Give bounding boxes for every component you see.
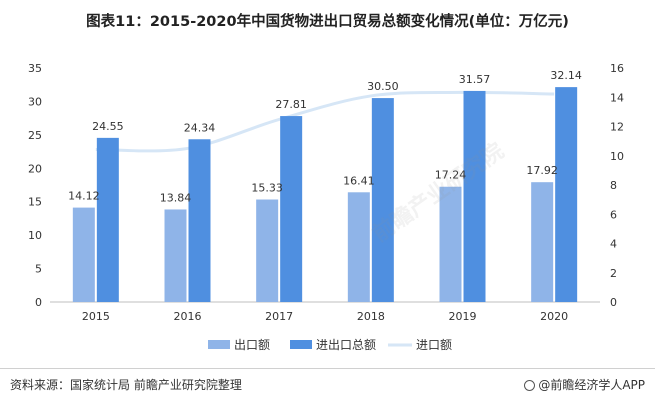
bar-total: [280, 116, 303, 302]
y-right-tick-label: 10: [610, 150, 624, 163]
legend-label-total: 进出口总额: [316, 338, 376, 352]
legend-swatch-total: [290, 340, 312, 349]
data-label-export: 17.92: [526, 164, 558, 177]
data-label-export: 14.12: [68, 190, 100, 203]
legend-label-export: 出口额: [234, 338, 270, 352]
x-tick-label: 2019: [449, 310, 477, 323]
bar-export: [164, 209, 187, 302]
bar-export: [256, 199, 279, 302]
y-left-tick-label: 25: [28, 129, 42, 142]
y-right-tick-label: 8: [610, 179, 617, 192]
x-tick-label: 2017: [265, 310, 293, 323]
data-label-total: 24.34: [184, 121, 216, 134]
data-label-export: 16.41: [343, 174, 375, 187]
x-tick-label: 2016: [174, 310, 202, 323]
y-right-tick-label: 12: [610, 121, 624, 134]
bar-total: [371, 98, 394, 302]
data-label-export: 17.24: [435, 169, 467, 182]
brand-credit: @前瞻经济学人APP: [524, 376, 645, 393]
brand-logo-icon: [524, 380, 536, 391]
data-label-total: 24.55: [92, 120, 124, 133]
bar-export: [439, 186, 462, 302]
y-right-tick-label: 14: [610, 91, 624, 104]
y-left-tick-label: 20: [28, 162, 42, 175]
data-label-total: 31.57: [459, 73, 491, 86]
bar-export: [72, 207, 95, 302]
bar-export: [531, 182, 554, 302]
brand-label: @前瞻经济学人APP: [538, 378, 645, 392]
bar-total: [555, 87, 578, 302]
y-right-tick-label: 16: [610, 62, 624, 75]
data-label-total: 27.81: [275, 98, 307, 111]
x-tick-label: 2020: [540, 310, 568, 323]
x-tick-label: 2015: [82, 310, 110, 323]
data-label-total: 30.50: [367, 80, 399, 93]
y-right-tick-label: 6: [610, 208, 617, 221]
y-right-tick-label: 4: [610, 238, 617, 251]
x-tick-label: 2018: [357, 310, 385, 323]
y-left-tick-label: 15: [28, 196, 42, 209]
data-label-total: 32.14: [550, 69, 582, 82]
y-left-tick-label: 5: [35, 263, 42, 276]
bar-export: [347, 192, 370, 302]
y-left-tick-label: 10: [28, 229, 42, 242]
y-left-tick-label: 0: [35, 296, 42, 309]
bar-total: [96, 137, 119, 302]
y-right-tick-label: 0: [610, 296, 617, 309]
y-right-tick-label: 2: [610, 267, 617, 280]
footer-divider: [0, 368, 655, 369]
data-label-export: 13.84: [160, 191, 192, 204]
legend-label-import: 进口额: [416, 338, 452, 352]
bar-total: [188, 139, 211, 302]
bar-total: [463, 90, 486, 302]
chart-title: 图表11：2015-2020年中国货物进出口贸易总额变化情况(单位：万亿元): [86, 14, 569, 30]
legend-swatch-export: [208, 340, 230, 349]
y-left-tick-label: 35: [28, 62, 42, 75]
data-label-export: 15.33: [251, 182, 283, 195]
y-left-tick-label: 30: [28, 95, 42, 108]
source-note: 资料来源：国家统计局 前瞻产业研究院整理: [10, 378, 242, 392]
